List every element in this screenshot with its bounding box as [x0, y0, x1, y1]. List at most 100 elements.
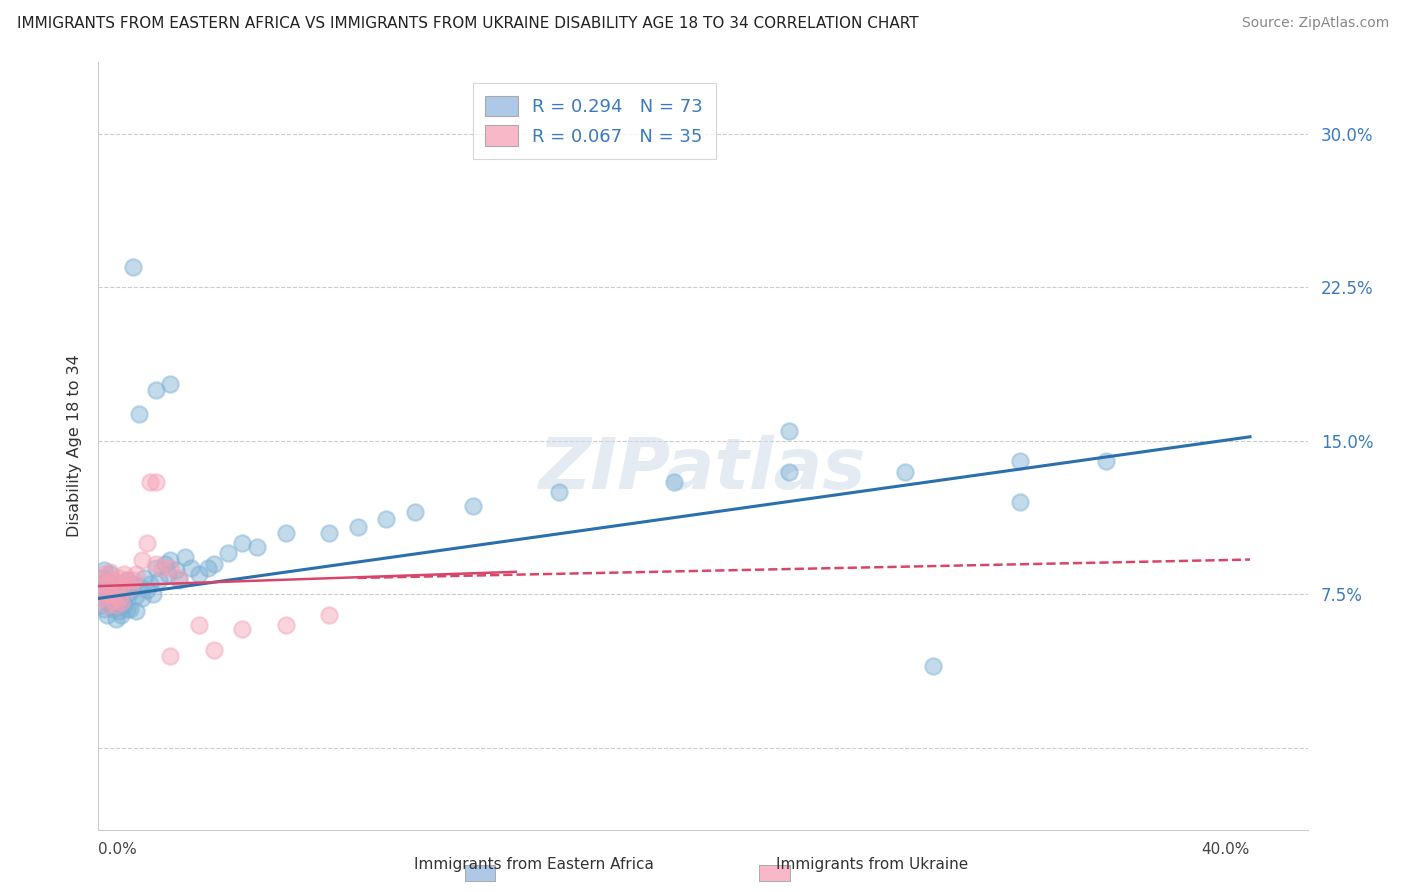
Text: Immigrants from Ukraine: Immigrants from Ukraine	[776, 857, 967, 872]
Point	[110, 579, 132, 593]
Point	[167, 573, 190, 587]
Point	[217, 546, 239, 560]
Point	[90, 591, 112, 606]
Point	[159, 376, 181, 391]
Point	[136, 536, 159, 550]
Point	[131, 552, 153, 566]
Point	[110, 595, 132, 609]
Legend: R = 0.294   N = 73, R = 0.067   N = 35: R = 0.294 N = 73, R = 0.067 N = 35	[472, 83, 716, 159]
Point	[180, 560, 202, 574]
Text: Immigrants from Eastern Africa: Immigrants from Eastern Africa	[415, 857, 654, 872]
Point	[101, 577, 124, 591]
Point	[112, 581, 135, 595]
Point	[96, 607, 118, 622]
Point	[346, 520, 368, 534]
Point	[110, 593, 132, 607]
Point	[98, 598, 121, 612]
Text: Source: ZipAtlas.com: Source: ZipAtlas.com	[1241, 16, 1389, 30]
Point	[107, 604, 129, 618]
Point	[101, 593, 124, 607]
Point	[139, 475, 162, 489]
Point	[128, 579, 150, 593]
Y-axis label: Disability Age 18 to 34: Disability Age 18 to 34	[66, 355, 82, 537]
Point	[134, 571, 156, 585]
Point	[115, 573, 138, 587]
Point	[274, 525, 297, 540]
Point	[150, 560, 173, 574]
Point	[120, 581, 142, 595]
Point	[153, 557, 176, 571]
Point	[125, 566, 148, 581]
Point	[159, 552, 181, 566]
Point	[101, 591, 124, 606]
Point	[1095, 454, 1118, 468]
Point	[98, 565, 121, 579]
Point	[778, 424, 800, 438]
Point	[197, 560, 219, 574]
Point	[115, 601, 138, 615]
Point	[231, 622, 253, 636]
Point	[104, 581, 127, 595]
Point	[104, 612, 127, 626]
Point	[136, 583, 159, 598]
Point	[107, 587, 129, 601]
Point	[548, 485, 571, 500]
Point	[139, 577, 162, 591]
Point	[90, 571, 112, 585]
Text: IMMIGRANTS FROM EASTERN AFRICA VS IMMIGRANTS FROM UKRAINE DISABILITY AGE 18 TO 3: IMMIGRANTS FROM EASTERN AFRICA VS IMMIGR…	[17, 16, 918, 31]
Point	[96, 591, 118, 606]
Point	[122, 260, 145, 274]
Point	[93, 563, 115, 577]
Point	[122, 577, 145, 591]
Point	[101, 601, 124, 615]
Point	[148, 573, 170, 587]
Point	[318, 525, 340, 540]
Point	[98, 581, 121, 595]
Point	[90, 581, 112, 595]
Point	[122, 573, 145, 587]
Point	[165, 563, 187, 577]
Point	[142, 587, 165, 601]
Text: 40.0%: 40.0%	[1202, 842, 1250, 857]
Point	[202, 642, 225, 657]
Point	[922, 659, 945, 673]
Text: 0.0%: 0.0%	[98, 842, 138, 857]
Point	[93, 587, 115, 601]
Point	[188, 618, 211, 632]
Point	[120, 585, 142, 599]
Point	[318, 607, 340, 622]
Point	[202, 557, 225, 571]
Point	[101, 573, 124, 587]
Point	[664, 475, 686, 489]
Point	[96, 577, 118, 591]
Point	[93, 601, 115, 615]
Point	[128, 407, 150, 421]
Point	[125, 590, 148, 604]
Text: ZIPatlas: ZIPatlas	[540, 434, 866, 503]
Point	[167, 571, 190, 585]
Point	[120, 601, 142, 615]
Point	[893, 465, 915, 479]
Point	[110, 607, 132, 622]
Point	[107, 591, 129, 606]
Point	[104, 583, 127, 598]
Point	[145, 383, 167, 397]
Point	[115, 573, 138, 587]
Point	[96, 598, 118, 612]
Point	[778, 465, 800, 479]
Point	[104, 598, 127, 612]
Point	[404, 506, 426, 520]
Point	[90, 573, 112, 587]
Point	[246, 541, 269, 555]
Point	[93, 566, 115, 581]
Point	[173, 550, 195, 565]
Point	[1008, 495, 1031, 509]
Point	[159, 560, 181, 574]
Point	[188, 566, 211, 581]
Point	[98, 587, 121, 601]
Point	[90, 598, 112, 612]
Point	[461, 500, 484, 514]
Point	[274, 618, 297, 632]
Point	[145, 560, 167, 574]
Point	[98, 566, 121, 581]
